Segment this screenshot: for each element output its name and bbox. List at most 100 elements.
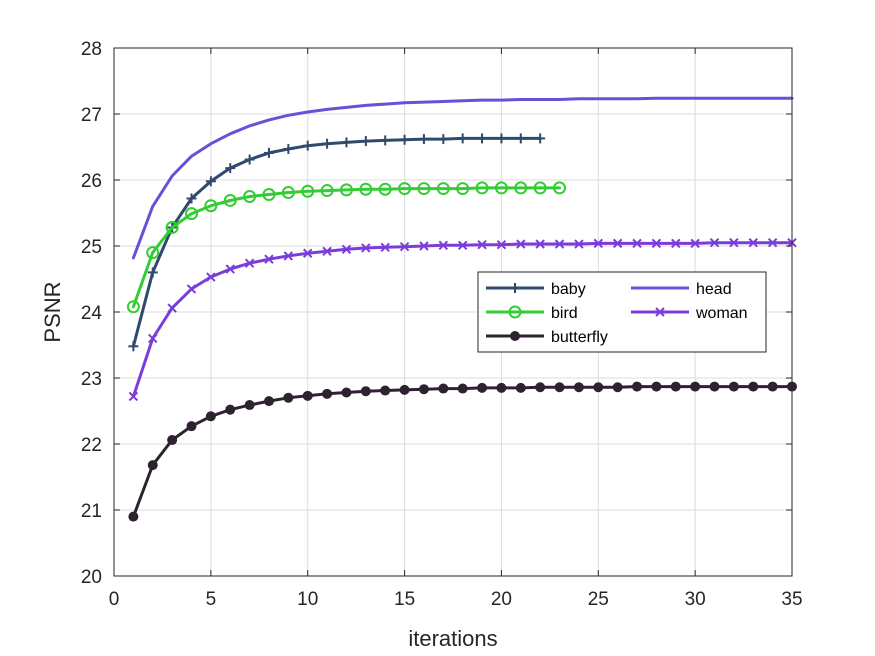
butterfly-point bbox=[554, 382, 565, 393]
x-tick-label: 35 bbox=[781, 589, 802, 610]
baby-point bbox=[283, 143, 294, 154]
y-tick-label: 23 bbox=[81, 369, 102, 390]
woman-point bbox=[128, 391, 139, 402]
butterfly-point bbox=[167, 435, 178, 446]
x-axis-label: iterations bbox=[408, 626, 497, 651]
baby-point bbox=[457, 133, 468, 144]
y-tick-label: 21 bbox=[81, 501, 102, 522]
woman-point bbox=[361, 243, 371, 253]
baby-point bbox=[496, 133, 507, 144]
legend-label: woman bbox=[695, 305, 748, 322]
x-tick-label: 15 bbox=[394, 589, 415, 610]
series-line-baby bbox=[131, 136, 542, 348]
x-tick-label: 10 bbox=[297, 589, 318, 610]
woman-point bbox=[380, 242, 390, 253]
butterfly-point bbox=[612, 382, 623, 393]
woman-point bbox=[264, 254, 274, 264]
butterfly-point bbox=[360, 386, 371, 397]
butterfly-point bbox=[205, 411, 216, 422]
baby-point bbox=[147, 267, 158, 278]
baby-point bbox=[322, 138, 333, 149]
butterfly-point bbox=[690, 381, 701, 392]
woman-point bbox=[767, 237, 778, 248]
woman-point bbox=[186, 284, 197, 294]
x-tick-label: 0 bbox=[109, 589, 120, 610]
legend-label: head bbox=[696, 281, 732, 298]
x-tick-label: 5 bbox=[206, 589, 217, 610]
woman-point bbox=[148, 333, 158, 344]
baby-point bbox=[380, 135, 391, 146]
x-tick-label: 25 bbox=[588, 589, 609, 610]
bird-point bbox=[262, 188, 276, 202]
butterfly-point bbox=[709, 381, 720, 392]
baby-point bbox=[263, 147, 274, 158]
baby-point bbox=[225, 163, 236, 174]
bird-point bbox=[378, 182, 392, 196]
x-tick-label: 30 bbox=[685, 589, 706, 610]
baby-point bbox=[302, 140, 313, 151]
legend-item-woman: woman bbox=[631, 305, 748, 322]
butterfly-point bbox=[283, 392, 294, 403]
woman-point bbox=[651, 238, 662, 249]
bird-point bbox=[184, 207, 198, 221]
bird-point bbox=[417, 182, 431, 196]
baby-point bbox=[186, 193, 197, 204]
woman-point bbox=[496, 239, 507, 250]
butterfly-point bbox=[380, 385, 391, 396]
y-tick-label: 26 bbox=[81, 171, 102, 192]
woman-point bbox=[554, 239, 565, 249]
legend-butterfly-point bbox=[510, 331, 520, 341]
bird-point bbox=[243, 190, 257, 203]
bird-point bbox=[553, 181, 567, 195]
woman-point bbox=[244, 258, 255, 268]
legend-item-bird: bird bbox=[486, 305, 578, 322]
bird-point bbox=[320, 184, 334, 198]
butterfly-point bbox=[496, 382, 507, 393]
y-axis-label: PSNR bbox=[40, 281, 65, 342]
butterfly-point bbox=[302, 390, 313, 401]
y-tick-label: 28 bbox=[81, 39, 102, 60]
butterfly-point bbox=[632, 381, 643, 392]
series-butterfly bbox=[128, 381, 797, 522]
woman-point bbox=[477, 239, 487, 250]
bird-point bbox=[281, 186, 295, 200]
bird-point bbox=[398, 182, 412, 196]
legend-woman-point bbox=[655, 307, 665, 317]
butterfly-point bbox=[147, 460, 158, 471]
butterfly-point bbox=[341, 387, 352, 398]
woman-point bbox=[303, 248, 313, 258]
bird-point bbox=[165, 221, 179, 235]
bird-point bbox=[494, 181, 508, 195]
y-tick-label: 25 bbox=[81, 237, 102, 258]
y-tick-label: 22 bbox=[81, 435, 102, 456]
legend-bird-point bbox=[508, 305, 522, 319]
baby-point bbox=[438, 134, 449, 145]
baby-point bbox=[360, 136, 371, 147]
woman-point bbox=[283, 251, 294, 261]
baby-point bbox=[477, 133, 488, 144]
butterfly-point bbox=[515, 382, 526, 393]
woman-point bbox=[419, 241, 429, 251]
baby-point bbox=[399, 134, 410, 145]
bird-point bbox=[301, 184, 315, 198]
bird-point bbox=[436, 182, 450, 196]
legend: baby bird butterfly head woman bbox=[477, 271, 767, 353]
woman-point bbox=[322, 246, 332, 256]
bird-point bbox=[475, 181, 489, 195]
legend-item-butterfly: butterfly bbox=[486, 329, 608, 346]
legend-label: bird bbox=[551, 305, 578, 322]
legend-label: butterfly bbox=[551, 329, 608, 346]
woman-point bbox=[593, 238, 603, 249]
bird-point bbox=[533, 181, 547, 195]
baby-point bbox=[341, 137, 352, 148]
woman-point bbox=[225, 264, 235, 274]
butterfly-point bbox=[399, 384, 410, 395]
legend-item-head: head bbox=[631, 281, 732, 298]
butterfly-point bbox=[263, 396, 274, 407]
butterfly-point bbox=[593, 382, 604, 393]
woman-point bbox=[341, 244, 352, 255]
woman-point bbox=[167, 303, 177, 313]
butterfly-point bbox=[748, 381, 759, 392]
butterfly-point bbox=[244, 400, 255, 411]
